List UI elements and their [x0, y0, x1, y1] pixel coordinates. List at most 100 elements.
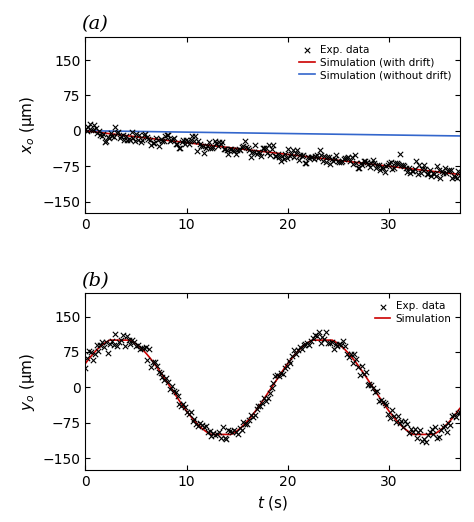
Exp. data: [185, 139, 193, 148]
Exp. data: [206, 144, 214, 152]
Exp. data: [98, 132, 106, 140]
Exp. data: [258, 399, 266, 408]
Exp. data: [170, 387, 178, 396]
Y-axis label: $x_o$ (μm): $x_o$ (μm): [18, 96, 37, 154]
Exp. data: [450, 410, 458, 419]
Exp. data: [82, 364, 89, 373]
Exp. data: [122, 132, 130, 140]
Exp. data: [115, 338, 123, 346]
Exp. data: [157, 369, 164, 377]
Exp. data: [196, 419, 204, 427]
Exp. data: [398, 417, 405, 425]
Exp. data: [384, 161, 392, 169]
Simulation: [457, 406, 463, 412]
Exp. data: [163, 373, 170, 382]
Exp. data: [113, 341, 121, 350]
Exp. data: [137, 137, 145, 146]
Exp. data: [159, 373, 166, 381]
Exp. data: [286, 152, 293, 160]
Exp. data: [342, 153, 349, 162]
Exp. data: [164, 378, 172, 387]
Exp. data: [266, 151, 274, 159]
Exp. data: [238, 143, 246, 151]
Exp. data: [86, 120, 94, 128]
Exp. data: [334, 157, 342, 165]
Exp. data: [83, 126, 91, 135]
Exp. data: [89, 126, 97, 135]
Exp. data: [211, 431, 219, 439]
Simulation (with drift): [457, 171, 463, 177]
Exp. data: [411, 425, 419, 433]
Exp. data: [322, 158, 330, 167]
Exp. data: [264, 149, 271, 157]
Exp. data: [212, 139, 220, 147]
Exp. data: [441, 163, 448, 172]
Exp. data: [155, 143, 163, 151]
Exp. data: [339, 157, 346, 165]
Exp. data: [399, 160, 406, 169]
Exp. data: [174, 392, 182, 400]
Exp. data: [170, 134, 178, 143]
Exp. data: [376, 166, 384, 174]
Exp. data: [422, 438, 430, 446]
Exp. data: [396, 149, 403, 158]
Exp. data: [255, 148, 262, 156]
Exp. data: [375, 161, 383, 169]
Exp. data: [438, 167, 446, 175]
Exp. data: [317, 339, 324, 347]
Exp. data: [358, 161, 366, 169]
Exp. data: [336, 158, 343, 167]
Exp. data: [166, 385, 174, 394]
Exp. data: [369, 156, 376, 164]
Exp. data: [193, 147, 201, 155]
Exp. data: [185, 409, 192, 418]
Exp. data: [298, 152, 306, 160]
Exp. data: [412, 157, 420, 165]
Exp. data: [230, 426, 238, 435]
Exp. data: [250, 148, 257, 157]
Exp. data: [390, 412, 398, 420]
Exp. data: [143, 133, 151, 141]
Exp. data: [214, 141, 221, 150]
Simulation (without drift): [305, 130, 311, 137]
Exp. data: [372, 164, 379, 173]
Exp. data: [97, 341, 104, 349]
Simulation (without drift): [390, 132, 395, 138]
Exp. data: [301, 340, 309, 348]
Exp. data: [219, 138, 226, 147]
Exp. data: [383, 162, 390, 170]
Exp. data: [142, 129, 149, 138]
Exp. data: [392, 418, 400, 426]
Exp. data: [134, 136, 142, 144]
Exp. data: [131, 137, 139, 145]
Exp. data: [191, 132, 199, 140]
Simulation: [264, 392, 270, 398]
Exp. data: [307, 336, 315, 345]
Simulation: [287, 358, 292, 364]
Exp. data: [228, 145, 235, 153]
Exp. data: [292, 148, 300, 157]
Exp. data: [154, 136, 161, 144]
Exp. data: [403, 420, 411, 428]
Exp. data: [127, 340, 134, 348]
Exp. data: [310, 155, 318, 163]
Exp. data: [226, 145, 234, 153]
Exp. data: [121, 341, 128, 350]
Exp. data: [153, 362, 161, 370]
Exp. data: [108, 337, 116, 345]
Exp. data: [232, 428, 240, 436]
Exp. data: [188, 132, 196, 140]
Exp. data: [417, 169, 425, 177]
Exp. data: [408, 167, 415, 175]
Exp. data: [302, 159, 310, 168]
Exp. data: [268, 145, 275, 153]
Exp. data: [233, 146, 241, 154]
Exp. data: [443, 428, 450, 436]
Exp. data: [149, 139, 157, 147]
Exp. data: [244, 144, 252, 152]
Exp. data: [347, 350, 355, 358]
Exp. data: [419, 437, 426, 445]
Exp. data: [262, 397, 270, 406]
Exp. data: [291, 346, 298, 354]
Exp. data: [328, 155, 336, 163]
